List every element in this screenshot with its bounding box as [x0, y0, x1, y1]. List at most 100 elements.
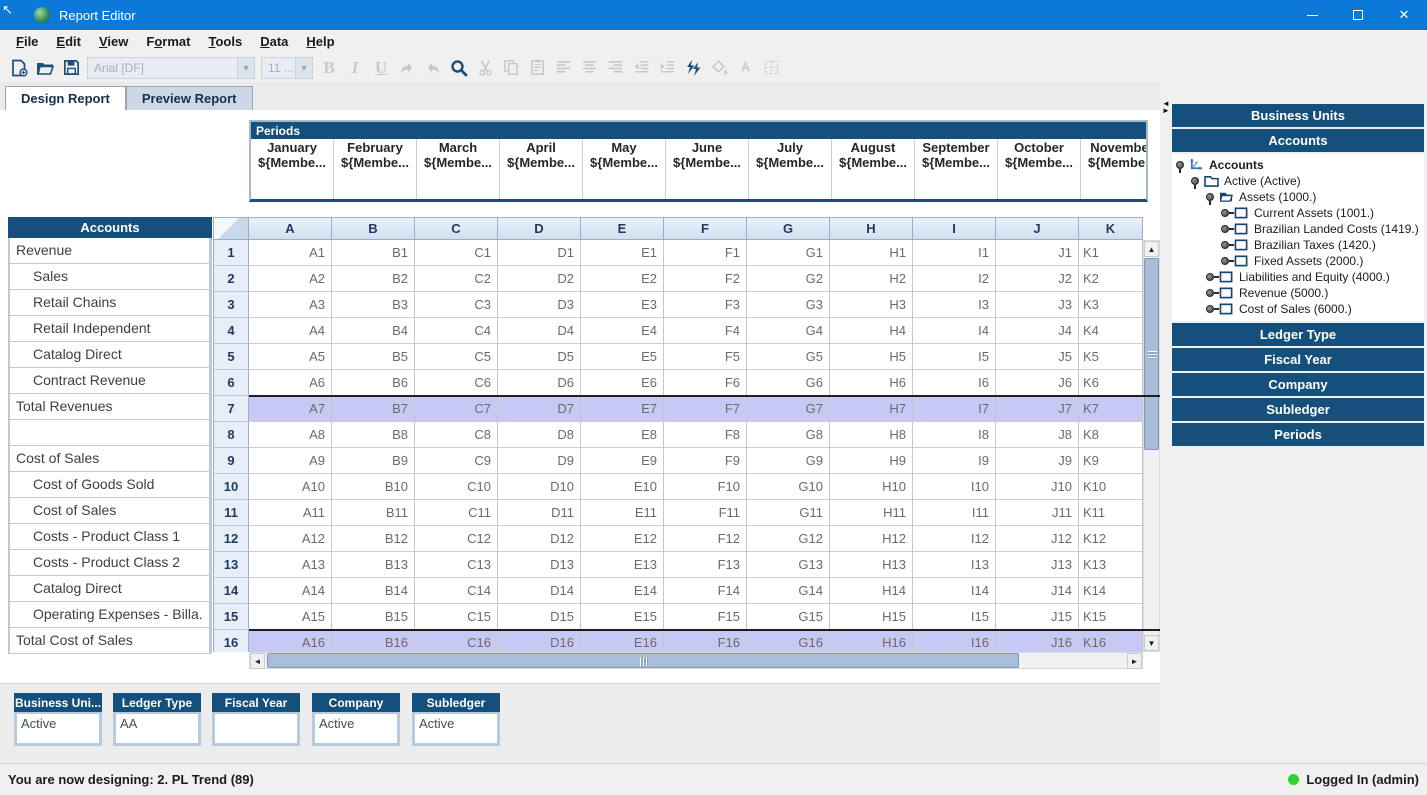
- grid-cell-B10[interactable]: B10: [332, 474, 415, 500]
- grid-cell-I15[interactable]: I15: [913, 604, 996, 630]
- grid-cell-G6[interactable]: G6: [747, 370, 830, 396]
- grid-cell-G15[interactable]: G15: [747, 604, 830, 630]
- grid-cell-G3[interactable]: G3: [747, 292, 830, 318]
- open-button[interactable]: [32, 56, 58, 80]
- grid-cell-B15[interactable]: B15: [332, 604, 415, 630]
- grid-cell-I11[interactable]: I11: [913, 500, 996, 526]
- grid-cell-B16[interactable]: B16: [332, 630, 415, 652]
- period-column-november[interactable]: November${Membe...: [1081, 139, 1146, 199]
- grid-cell-A7[interactable]: A7: [249, 396, 332, 422]
- grid-cell-K15[interactable]: K15: [1079, 604, 1143, 630]
- dimension-widget-value[interactable]: AA: [113, 712, 201, 746]
- grid-row-header-3[interactable]: 3: [213, 292, 249, 318]
- grid-cell-K10[interactable]: K10: [1079, 474, 1143, 500]
- minimize-button[interactable]: [1289, 0, 1335, 30]
- grid-cell-K2[interactable]: K2: [1079, 266, 1143, 292]
- grid-cell-E5[interactable]: E5: [581, 344, 664, 370]
- grid-cell-G14[interactable]: G14: [747, 578, 830, 604]
- align-left-button[interactable]: [550, 56, 576, 80]
- grid-cell-E7[interactable]: E7: [581, 396, 664, 422]
- grid-cell-B1[interactable]: B1: [332, 240, 415, 266]
- grid-cell-J8[interactable]: J8: [996, 422, 1079, 448]
- account-row[interactable]: [10, 420, 209, 446]
- grid-cell-F10[interactable]: F10: [664, 474, 747, 500]
- menu-item-data[interactable]: Data: [260, 34, 289, 49]
- sidebar-splitter[interactable]: ◄ ►: [1162, 100, 1170, 115]
- grid-cell-B14[interactable]: B14: [332, 578, 415, 604]
- period-column-june[interactable]: June ${Membe...: [666, 139, 749, 199]
- grid-cell-J10[interactable]: J10: [996, 474, 1079, 500]
- grid-cell-D8[interactable]: D8: [498, 422, 581, 448]
- grid-cell-I12[interactable]: I12: [913, 526, 996, 552]
- grid-cell-B12[interactable]: B12: [332, 526, 415, 552]
- grid-row-header-2[interactable]: 2: [213, 266, 249, 292]
- grid-cell-K5[interactable]: K5: [1079, 344, 1143, 370]
- grid-cell-D6[interactable]: D6: [498, 370, 581, 396]
- menu-item-file[interactable]: File: [16, 34, 39, 49]
- grid-cell-G5[interactable]: G5: [747, 344, 830, 370]
- tree-node[interactable]: Current Assets (1001.): [1172, 205, 1424, 221]
- grid-cell-K13[interactable]: K13: [1079, 552, 1143, 578]
- grid-cell-D12[interactable]: D12: [498, 526, 581, 552]
- grid-cell-F3[interactable]: F3: [664, 292, 747, 318]
- grid-cell-A6[interactable]: A6: [249, 370, 332, 396]
- grid-cell-C3[interactable]: C3: [415, 292, 498, 318]
- horizontal-scroll-thumb[interactable]: [267, 653, 1019, 668]
- grid-cell-I5[interactable]: I5: [913, 344, 996, 370]
- grid-cell-H4[interactable]: H4: [830, 318, 913, 344]
- grid-cell-D10[interactable]: D10: [498, 474, 581, 500]
- borders-button[interactable]: [758, 56, 784, 80]
- grid-cell-F15[interactable]: F15: [664, 604, 747, 630]
- grid-row-header-8[interactable]: 8: [213, 422, 249, 448]
- grid-row-header-16[interactable]: 16: [213, 630, 249, 652]
- grid-cell-H2[interactable]: H2: [830, 266, 913, 292]
- grid-cell-K16[interactable]: K16: [1079, 630, 1143, 652]
- grid-cell-K6[interactable]: K6: [1079, 370, 1143, 396]
- grid-cell-J12[interactable]: J12: [996, 526, 1079, 552]
- grid-row-header-13[interactable]: 13: [213, 552, 249, 578]
- account-row[interactable]: Retail Independent: [10, 316, 209, 342]
- period-column-july[interactable]: July ${Membe...: [749, 139, 832, 199]
- scroll-down-icon[interactable]: ▼: [1144, 635, 1159, 651]
- account-row[interactable]: Total Revenues: [10, 394, 209, 420]
- grid-cell-I10[interactable]: I10: [913, 474, 996, 500]
- tree-collapse-handle-icon[interactable]: [1206, 193, 1214, 205]
- grid-cell-C9[interactable]: C9: [415, 448, 498, 474]
- cut-button[interactable]: [472, 56, 498, 80]
- tree-expand-handle-icon[interactable]: [1221, 257, 1234, 265]
- grid-cell-D4[interactable]: D4: [498, 318, 581, 344]
- grid-cell-I8[interactable]: I8: [913, 422, 996, 448]
- grid-cell-H12[interactable]: H12: [830, 526, 913, 552]
- grid-cell-F1[interactable]: F1: [664, 240, 747, 266]
- account-row[interactable]: Contract Revenue: [10, 368, 209, 394]
- grid-cell-D14[interactable]: D14: [498, 578, 581, 604]
- menu-item-view[interactable]: View: [98, 34, 129, 49]
- tree-expand-handle-icon[interactable]: [1221, 241, 1234, 249]
- account-row[interactable]: Sales: [10, 264, 209, 290]
- grid-cell-K3[interactable]: K3: [1079, 292, 1143, 318]
- menu-item-edit[interactable]: Edit: [56, 34, 81, 49]
- grid-cell-A4[interactable]: A4: [249, 318, 332, 344]
- grid-column-header-K[interactable]: K: [1079, 217, 1143, 240]
- tree-expand-handle-icon[interactable]: [1206, 305, 1219, 313]
- grid-cell-B9[interactable]: B9: [332, 448, 415, 474]
- grid-cell-J1[interactable]: J1: [996, 240, 1079, 266]
- grid-cell-I4[interactable]: I4: [913, 318, 996, 344]
- grid-cell-G9[interactable]: G9: [747, 448, 830, 474]
- grid-cell-E14[interactable]: E14: [581, 578, 664, 604]
- grid-cell-C7[interactable]: C7: [415, 396, 498, 422]
- grid-column-header-F[interactable]: F: [664, 217, 747, 240]
- grid-cell-K11[interactable]: K11: [1079, 500, 1143, 526]
- grid-cell-B8[interactable]: B8: [332, 422, 415, 448]
- grid-cell-D15[interactable]: D15: [498, 604, 581, 630]
- grid-cell-F16[interactable]: F16: [664, 630, 747, 652]
- period-column-february[interactable]: February ${Membe...: [334, 139, 417, 199]
- grid-cell-A10[interactable]: A10: [249, 474, 332, 500]
- grid-cell-G13[interactable]: G13: [747, 552, 830, 578]
- grid-cell-D13[interactable]: D13: [498, 552, 581, 578]
- grid-cell-E2[interactable]: E2: [581, 266, 664, 292]
- period-column-october[interactable]: October ${Membe...: [998, 139, 1081, 199]
- grid-cell-H13[interactable]: H13: [830, 552, 913, 578]
- grid-cell-H7[interactable]: H7: [830, 396, 913, 422]
- grid-cell-D9[interactable]: D9: [498, 448, 581, 474]
